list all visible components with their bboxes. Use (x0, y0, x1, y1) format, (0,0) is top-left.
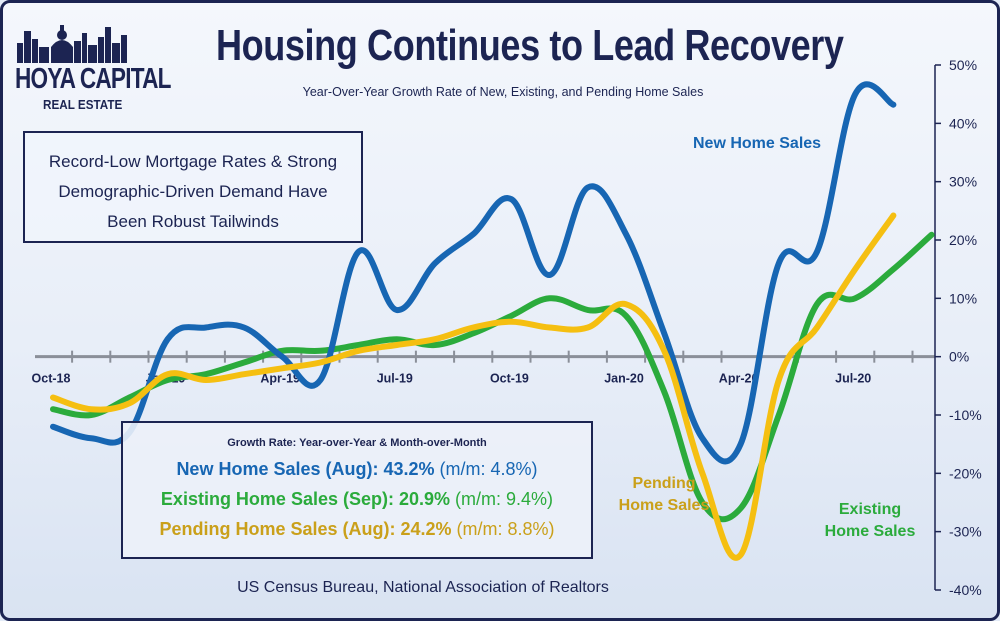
x-tick-label: Jul-19 (377, 372, 413, 386)
y-tick-label: -10% (949, 407, 982, 423)
series-line-new-home-sales (50, 81, 897, 465)
stats-heading: Growth Rate: Year-over-Year & Month-over… (227, 437, 487, 449)
annotation-line-2: Demographic-Driven Demand Have (58, 182, 328, 201)
series-label-new-home-sales: New Home Sales (693, 135, 822, 152)
y-tick-label: 30% (949, 174, 977, 190)
series-label-existing-home-sales: Existing Home Sales (815, 499, 925, 543)
series-label-pending-home-sales: Pending Home Sales (609, 473, 719, 517)
x-tick-label: Oct-18 (32, 372, 71, 386)
chart-title: Housing Continues to Lead Recovery (216, 21, 844, 70)
stats-row-new: New Home Sales (Aug): 43.2% (m/m: 4.8%) (123, 459, 591, 480)
stats-existing-label: Existing Home Sales (Sep): 20.9% (160, 489, 451, 509)
y-tick-label: 0% (949, 349, 969, 365)
chart-subtitle: Year-Over-Year Growth Rate of New, Exist… (302, 85, 704, 99)
series-label-line: Existing (838, 501, 902, 518)
series-label-line: Home Sales (824, 523, 916, 540)
x-tick-label: Jan-20 (604, 372, 644, 386)
x-tick-label: Oct-19 (490, 372, 529, 386)
logo-wordmark: HOYA CAPITAL (15, 63, 171, 95)
stats-new-label: New Home Sales (Aug): 43.2% (176, 459, 435, 479)
series-label-line: Home Sales (618, 497, 710, 514)
axis-layer: Oct-18 Jan-19 Apr-19 Jul-19 Oct-19 Jan-20 Apr-… (32, 57, 982, 598)
source-note: US Census Bureau, National Association o… (237, 579, 609, 596)
y-tick-label: -30% (949, 524, 982, 540)
x-tick-label: Jul-20 (835, 372, 871, 386)
stats-box: Growth Rate: Year-over-Year & Month-over… (121, 421, 593, 559)
y-tick-label: -40% (949, 582, 982, 598)
annotation-box: Record-Low Mortgage Rates & Strong Demog… (23, 131, 363, 243)
chart-canvas: Oct-18 Jan-19 Apr-19 Jul-19 Oct-19 Jan-20 Apr-… (32, 57, 982, 598)
series-layer (50, 81, 935, 561)
x-tick-label: Apr-20 (719, 372, 759, 386)
y-tick-label: 40% (949, 115, 977, 131)
stats-row-existing: Existing Home Sales (Sep): 20.9% (m/m: 9… (123, 489, 591, 510)
y-tick-label: 10% (949, 290, 977, 306)
x-tick-label: Apr-19 (260, 372, 300, 386)
annotation-text: Record-Low Mortgage Rates & Strong Demog… (25, 147, 361, 237)
stats-pending-label: Pending Home Sales (Aug): 24.2% (159, 519, 452, 539)
logo: HOYA CAPITAL REAL ESTATE (13, 17, 171, 112)
annotation-line-1: Record-Low Mortgage Rates & Strong (48, 152, 338, 171)
y-tick-label: 50% (949, 57, 977, 73)
series-line-pending-home-sales (50, 212, 897, 561)
series-label-line: Pending (632, 475, 696, 492)
stats-pending-mm: (m/m: 8.8%) (456, 519, 555, 539)
y-tick-label: -20% (949, 465, 982, 481)
logo-subtext: REAL ESTATE (43, 97, 123, 112)
series-line-existing-home-sales (50, 231, 935, 523)
stats-new-mm: (m/m: 4.8%) (439, 459, 538, 479)
annotation-line-3: Been Robust Tailwinds (107, 212, 279, 231)
y-tick-label: 20% (949, 232, 977, 248)
stats-row-pending: Pending Home Sales (Aug): 24.2% (m/m: 8.… (123, 519, 591, 540)
city-skyline-icon (17, 25, 127, 63)
stats-existing-mm: (m/m: 9.4%) (455, 489, 554, 509)
